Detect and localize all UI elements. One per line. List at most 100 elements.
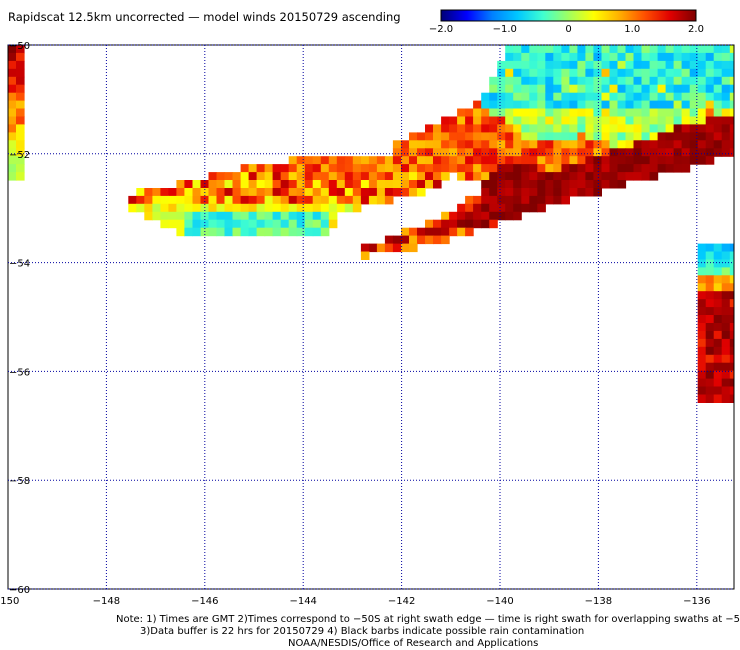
data-cell: [240, 219, 250, 229]
data-cell: [288, 188, 298, 197]
data-cell: [256, 211, 266, 221]
data-cell: [609, 172, 619, 181]
colorbar-swatch: [677, 10, 679, 21]
data-cell: [545, 172, 554, 181]
data-cell: [569, 116, 578, 125]
colorbar-swatch: [514, 10, 516, 21]
data-cell: [16, 108, 25, 117]
data-cell: [681, 116, 691, 125]
colorbar-swatch: [611, 10, 613, 21]
data-cell: [617, 84, 627, 94]
data-cell: [617, 116, 627, 125]
data-cell: [729, 291, 734, 300]
data-cell: [208, 195, 218, 205]
data-cell: [529, 76, 538, 86]
data-cell: [657, 164, 667, 173]
data-cell: [641, 68, 651, 78]
colorbar-swatch: [692, 10, 694, 21]
data-cell: [713, 323, 723, 332]
colorbar-swatch: [505, 10, 507, 21]
colorbar-swatch: [621, 10, 623, 21]
data-cell: [553, 140, 562, 149]
colorbar-swatch: [509, 10, 511, 21]
data-cell: [689, 76, 699, 86]
data-cell: [360, 188, 370, 197]
data-cell: [16, 124, 25, 133]
colorbar-swatch: [638, 10, 640, 21]
data-cell: [561, 188, 570, 197]
data-cell: [497, 148, 506, 157]
data-cell: [713, 92, 723, 102]
data-cell: [577, 148, 586, 157]
data-cell: [721, 370, 731, 380]
data-cell: [248, 180, 258, 189]
data-cell: [641, 45, 651, 54]
colorbar-swatch: [612, 10, 614, 21]
data-cell: [489, 164, 498, 173]
data-cell: [681, 148, 691, 157]
data-cell: [569, 92, 578, 102]
colorbar-swatch: [654, 10, 656, 21]
data-cell: [16, 52, 25, 62]
colorbar-swatch: [460, 10, 462, 21]
data-cell: [641, 140, 651, 149]
data-cell: [256, 219, 266, 229]
colorbar-ticks: −2.0 −1.0 0 1.0 2.0: [429, 24, 704, 35]
data-cell: [705, 251, 715, 260]
data-cell: [729, 378, 734, 388]
colorbar-swatch: [570, 10, 572, 21]
data-cell: [721, 338, 731, 348]
data-cell: [417, 180, 426, 189]
colorbar-swatch: [503, 10, 505, 21]
data-cell: [465, 164, 474, 173]
data-cell: [617, 156, 627, 165]
data-cell: [168, 188, 177, 197]
colorbar-swatch: [511, 10, 513, 21]
colorbar-swatch: [664, 10, 666, 21]
data-cell: [561, 148, 570, 157]
colorbar-swatch: [519, 10, 521, 21]
data-cell: [401, 243, 410, 253]
data-cell: [481, 219, 490, 229]
data-cell: [545, 132, 554, 141]
data-cell: [465, 227, 474, 237]
colorbar-swatch: [585, 10, 587, 21]
data-cell: [184, 203, 193, 213]
colorbar-tick-label: 0: [565, 24, 571, 35]
data-cell: [513, 84, 522, 94]
data-cell: [713, 45, 723, 54]
data-cell: [336, 203, 346, 213]
colorbar-swatch: [669, 10, 671, 21]
data-cell: [208, 188, 218, 197]
data-cell: [473, 100, 482, 110]
data-cell: [537, 195, 546, 205]
data-cell: [705, 299, 715, 308]
data-cell: [713, 283, 723, 292]
data-cell: [697, 140, 707, 149]
data-cell: [729, 283, 734, 292]
data-cell: [481, 108, 490, 117]
data-cell: [609, 84, 619, 94]
colorbar-swatch: [629, 10, 631, 21]
data-cell: [713, 251, 723, 260]
colorbar-swatch: [694, 10, 696, 21]
data-cell: [609, 68, 619, 78]
data-cell: [529, 148, 538, 157]
data-cell: [521, 203, 530, 213]
data-cell: [280, 172, 290, 181]
longitude-label: −144: [289, 596, 316, 607]
data-cell: [657, 52, 667, 62]
data-cell: [272, 211, 282, 221]
data-cell: [585, 140, 594, 149]
data-cell: [192, 203, 202, 213]
data-cell: [705, 84, 715, 94]
data-cell: [425, 235, 434, 245]
data-cell: [633, 124, 643, 133]
data-cell: [577, 68, 586, 78]
data-cell: [384, 180, 394, 189]
data-cell: [521, 68, 530, 78]
data-cell: [513, 148, 522, 157]
colorbar-swatch: [623, 10, 625, 21]
colorbar-swatch: [556, 10, 558, 21]
colorbar-swatch: [488, 10, 490, 21]
